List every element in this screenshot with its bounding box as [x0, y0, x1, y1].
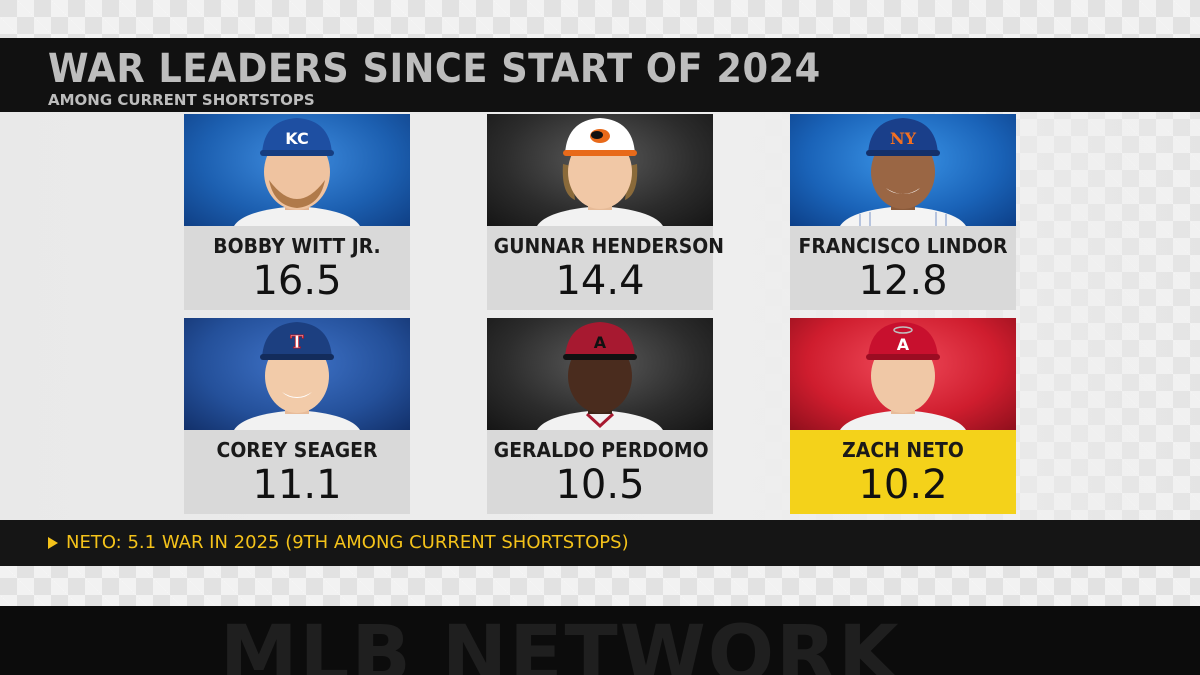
player-war: 12.8 [858, 258, 948, 304]
svg-text:A: A [594, 333, 607, 352]
player-headshot-icon: KC [234, 118, 360, 226]
note-text: NETO: 5.1 WAR IN 2025 (9TH AMONG CURRENT… [66, 532, 629, 553]
player-war: 10.2 [858, 462, 948, 508]
svg-text:KC: KC [285, 129, 308, 148]
player-photo: KC [184, 114, 410, 226]
player-card: GUNNAR HENDERSON 14.4 [487, 114, 725, 310]
player-label: FRANCISCO LINDOR 12.8 [790, 226, 1016, 310]
play-triangle-icon [48, 537, 58, 549]
player-headshot-icon: T [234, 322, 360, 430]
player-card: T COREY SEAGER 11.1 [184, 318, 410, 514]
player-name: COREY SEAGER [216, 438, 378, 462]
player-photo: NY [790, 114, 1016, 226]
player-war: 10.5 [555, 462, 645, 508]
player-war: 11.1 [252, 462, 342, 508]
player-photo: T [184, 318, 410, 430]
player-war: 14.4 [555, 258, 645, 304]
player-card: NY FRANCISCO LINDOR 12.8 [790, 114, 1016, 310]
player-name: BOBBY WITT JR. [213, 234, 381, 258]
player-headshot-icon: A [537, 322, 663, 430]
svg-text:T: T [290, 332, 304, 353]
player-label: GERALDO PERDOMO 10.5 [487, 430, 713, 514]
player-label: GUNNAR HENDERSON 14.4 [487, 226, 725, 310]
player-label: ZACH NETO 10.2 [790, 430, 1016, 514]
player-photo: A [487, 318, 713, 430]
player-label: BOBBY WITT JR. 16.5 [184, 226, 410, 310]
player-card-highlighted: A ZACH NETO 10.2 [790, 318, 1016, 514]
player-name: FRANCISCO LINDOR [798, 234, 1008, 258]
player-card: A GERALDO PERDOMO 10.5 [487, 318, 713, 514]
player-headshot-icon: NY [840, 118, 966, 226]
player-name: ZACH NETO [842, 438, 964, 462]
player-name: GERALDO PERDOMO [493, 438, 709, 462]
player-photo [487, 114, 713, 226]
player-photo: A [790, 318, 1016, 430]
svg-text:A: A [897, 335, 910, 354]
player-headshot-icon: A [840, 322, 966, 430]
footer-bar: MLB NETWORK [0, 606, 1200, 675]
svg-text:NY: NY [890, 129, 917, 148]
player-war: 16.5 [252, 258, 342, 304]
page-subtitle: AMONG CURRENT SHORTSTOPS [48, 91, 315, 109]
player-card: KC BOBBY WITT JR. 16.5 [184, 114, 410, 310]
note-bar: NETO: 5.1 WAR IN 2025 (9TH AMONG CURRENT… [0, 520, 1200, 566]
player-name: GUNNAR HENDERSON [493, 234, 725, 258]
player-headshot-icon [537, 118, 663, 226]
header-bar: WAR LEADERS SINCE START OF 2024 AMONG CU… [0, 38, 1200, 112]
page-title: WAR LEADERS SINCE START OF 2024 [48, 46, 821, 92]
network-watermark: MLB NETWORK [220, 610, 901, 675]
player-label: COREY SEAGER 11.1 [184, 430, 410, 514]
